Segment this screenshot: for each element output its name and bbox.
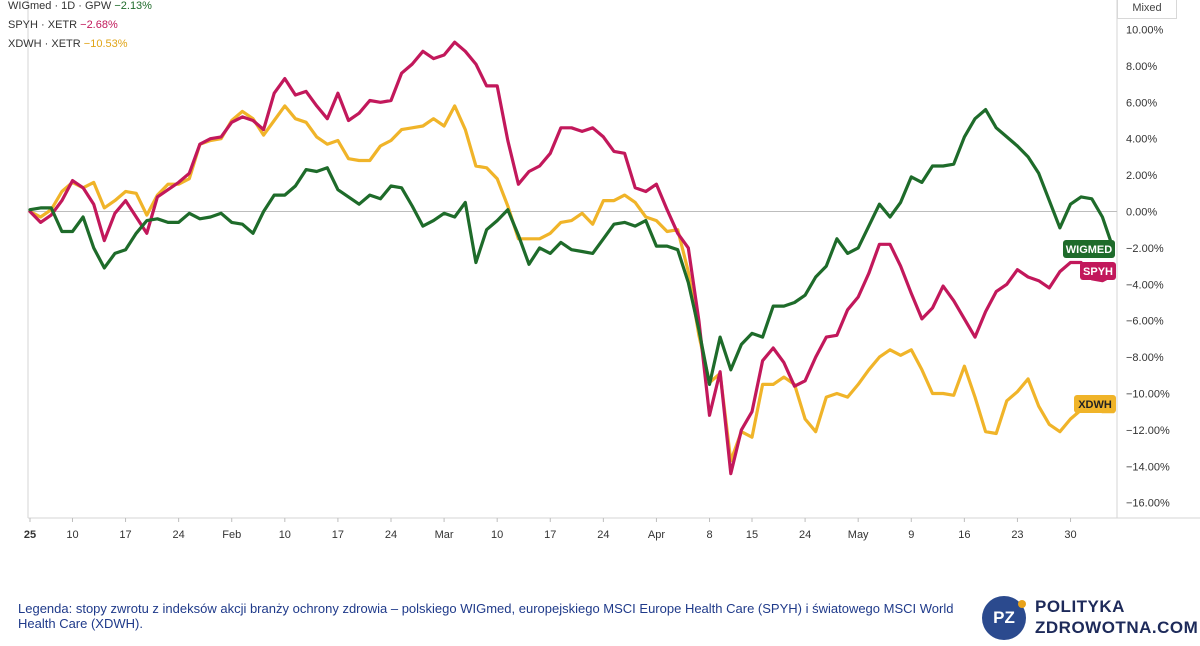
logo-dot-icon bbox=[1018, 600, 1026, 608]
x-tick-label: 9 bbox=[908, 529, 914, 541]
x-tick-label: 24 bbox=[597, 529, 609, 541]
series-end-label: XDWH bbox=[1078, 399, 1112, 411]
series-end-label: WIGMED bbox=[1066, 244, 1112, 256]
x-tick-label: 10 bbox=[66, 529, 78, 541]
x-tick-label: Feb bbox=[222, 529, 241, 541]
x-tick-label: 24 bbox=[385, 529, 397, 541]
x-tick-label: 17 bbox=[119, 529, 131, 541]
logo-line-2: ZDROWOTNA.COM bbox=[1035, 618, 1199, 637]
x-tick-label: 24 bbox=[799, 529, 811, 541]
x-tick-label: 25 bbox=[24, 529, 36, 541]
legend-change: −10.53% bbox=[83, 38, 128, 50]
series-end-label: SPYH bbox=[1083, 266, 1113, 278]
x-tick-label: 30 bbox=[1064, 529, 1076, 541]
y-tick-label: 2.00% bbox=[1126, 170, 1157, 182]
series-line-wigmed bbox=[28, 107, 1115, 386]
y-tick-label: −2.00% bbox=[1126, 243, 1164, 255]
x-tick-label: 24 bbox=[173, 529, 185, 541]
series-end-label-bg bbox=[1074, 395, 1116, 413]
x-tick-label: 23 bbox=[1011, 529, 1023, 541]
y-tick-label: −8.00% bbox=[1126, 352, 1164, 364]
x-tick-label: May bbox=[848, 529, 869, 541]
x-tick-label: 10 bbox=[491, 529, 503, 541]
legend-row-wigmed: WIGmed · 1D · GPW −2.13% bbox=[8, 0, 152, 13]
y-tick-label: −14.00% bbox=[1126, 461, 1170, 473]
y-tick-label: 4.00% bbox=[1126, 134, 1157, 146]
scale-mode-button[interactable]: Mixed bbox=[1117, 0, 1177, 19]
series-end-label-bg bbox=[1063, 240, 1115, 258]
legend-change: −2.13% bbox=[114, 0, 152, 12]
series-line-spyh bbox=[28, 40, 1115, 476]
series-line-xdwh bbox=[28, 104, 1115, 463]
y-tick-label: 0.00% bbox=[1126, 207, 1157, 219]
x-tick-label: Mar bbox=[435, 529, 454, 541]
y-tick-label: 10.00% bbox=[1126, 25, 1164, 37]
x-tick-label: 17 bbox=[544, 529, 556, 541]
chart-caption: Legenda: stopy zwrotu z indeksów akcji b… bbox=[18, 601, 954, 631]
x-tick-label: 8 bbox=[706, 529, 712, 541]
legend-row-spyh: SPYH · XETR −2.68% bbox=[8, 18, 118, 32]
series-end-label-bg bbox=[1080, 262, 1116, 280]
x-tick-label: 17 bbox=[332, 529, 344, 541]
y-tick-label: 8.00% bbox=[1126, 61, 1157, 73]
y-tick-label: −10.00% bbox=[1126, 389, 1170, 401]
y-tick-label: −16.00% bbox=[1126, 498, 1170, 510]
legend-name: XDWH · XETR bbox=[8, 38, 81, 50]
y-tick-label: −4.00% bbox=[1126, 279, 1164, 291]
logo-line-1: POLITYKA bbox=[1035, 597, 1125, 616]
brand-logo[interactable]: PZ POLITYKA ZDROWOTNA.COM bbox=[982, 596, 1198, 642]
legend-name: SPYH · XETR bbox=[8, 19, 78, 31]
y-tick-label: 6.00% bbox=[1126, 97, 1157, 109]
line-chart: 10.00% 8.00% 6.00% 4.00% 2.00% 0.00% −2.00% −4.… bbox=[24, 0, 1200, 541]
y-tick-label: −6.00% bbox=[1126, 316, 1164, 328]
y-tick-label: −12.00% bbox=[1126, 425, 1170, 437]
x-tick-label: 10 bbox=[279, 529, 291, 541]
legend-name: WIGmed · 1D · GPW bbox=[8, 0, 112, 12]
x-tick-label: 16 bbox=[958, 529, 970, 541]
x-tick-label: Apr bbox=[648, 529, 665, 541]
x-tick-label: 15 bbox=[746, 529, 758, 541]
legend-row-xdwh: XDWH · XETR −10.53% bbox=[8, 37, 128, 51]
legend-change: −2.68% bbox=[80, 19, 118, 31]
